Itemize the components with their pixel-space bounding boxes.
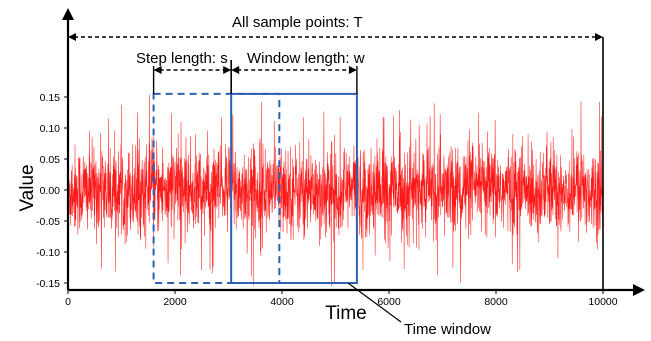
window-length-label: Window length: w (247, 50, 365, 67)
y-tick-label: 0.10 (40, 123, 61, 135)
step-length-arrow-left-head (153, 66, 162, 74)
y-axis-arrowhead (62, 8, 74, 20)
y-tick-label: 0.15 (40, 92, 61, 104)
signal-layer (67, 94, 604, 286)
x-axis-label: Time (325, 303, 367, 324)
all-points-arrow (68, 33, 603, 41)
x-tick-label: 0 (65, 296, 71, 308)
x-tick-label: 6000 (377, 296, 401, 308)
y-tick-label: 0.00 (40, 185, 61, 197)
time-window-label: Time window (404, 321, 491, 338)
all-points-label: All sample points: T (232, 14, 363, 31)
x-tick-label: 10000 (588, 296, 617, 308)
y-tick-label: -0.05 (36, 216, 60, 228)
axes-layer: 0 2000 4000 6000 8000 10000 -0.15 -0.10 -0.05 0.0… (36, 8, 645, 308)
x-tick-label: 8000 (484, 296, 508, 308)
y-tick-label: -0.15 (36, 278, 60, 290)
x-axis-arrowhead (633, 284, 645, 296)
y-axis-label: Value (17, 164, 38, 211)
x-tick-label: 4000 (270, 296, 294, 308)
y-tick-label: -0.10 (36, 247, 60, 259)
window-length-arrow (231, 66, 357, 74)
step-length-label: Step length: s (136, 50, 228, 67)
window-length-arrow-right-head (348, 66, 357, 74)
all-points-arrow-left-head (68, 33, 76, 41)
previous-window-rect (152, 92, 281, 285)
step-length-arrow (153, 66, 232, 74)
time-window-pointer (347, 282, 402, 323)
current-window-rect (230, 92, 358, 285)
x-tick-label: 2000 (163, 296, 187, 308)
all-points-arrow-right-head (595, 33, 603, 41)
step-length-arrow-right-head (223, 66, 232, 74)
window-length-arrow-left-head (231, 66, 240, 74)
y-tick-label: 0.05 (40, 154, 61, 166)
signal-series-line (67, 94, 604, 286)
annotation-layer (68, 33, 604, 323)
window-layer (152, 92, 358, 285)
